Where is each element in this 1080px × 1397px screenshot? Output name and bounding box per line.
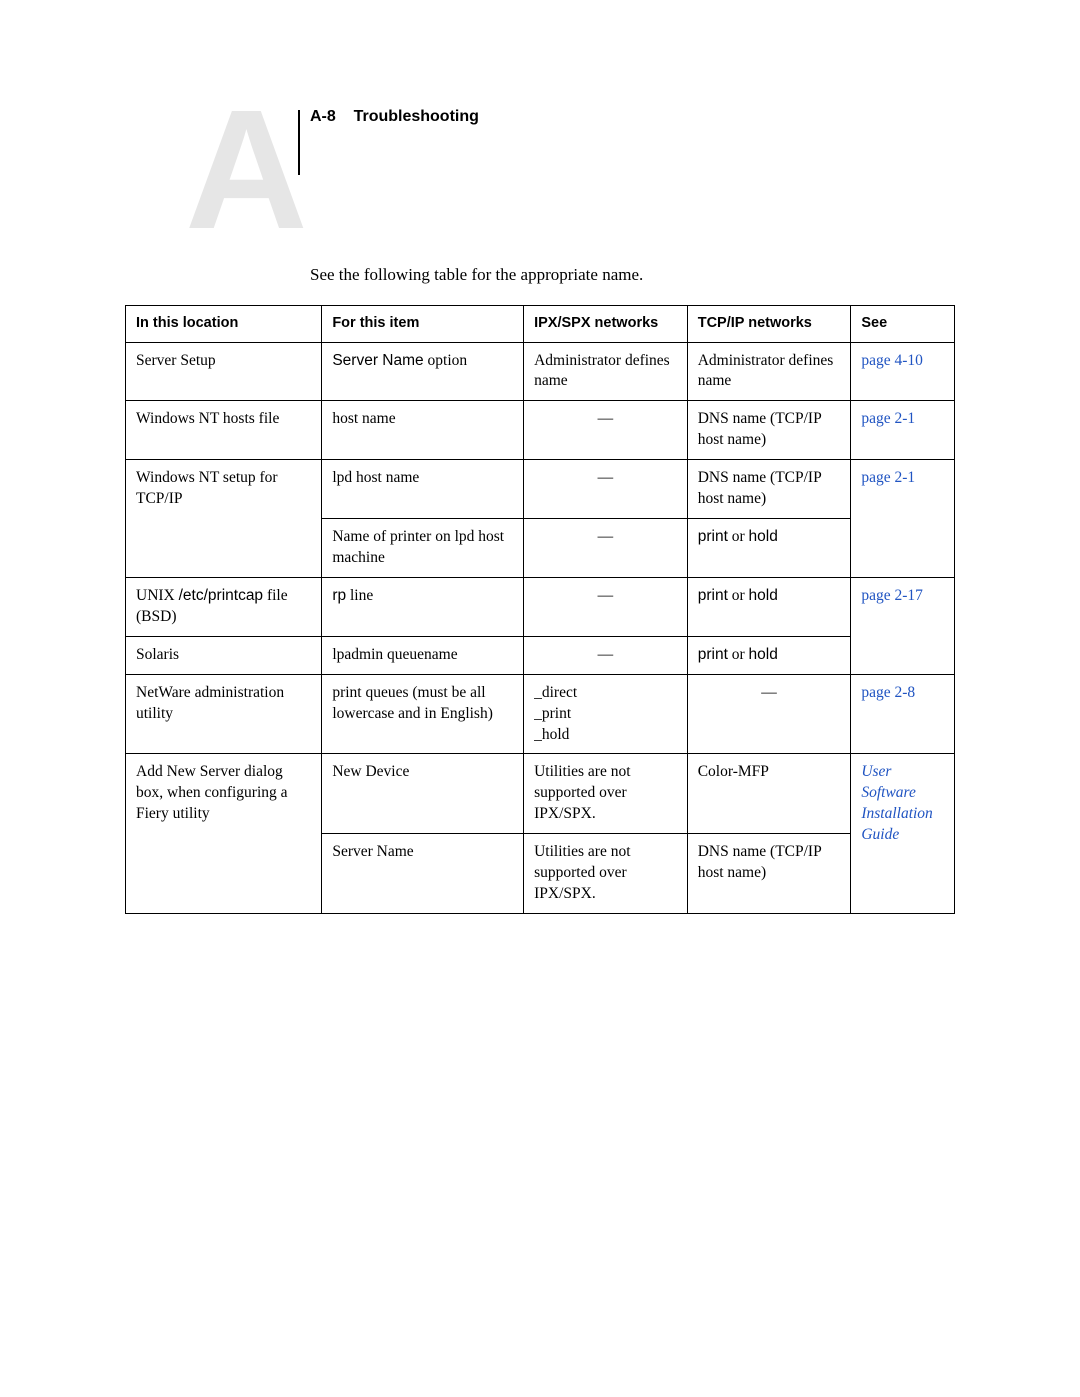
cell-item: New Device (322, 754, 524, 834)
cell-tcp: Administrator defines name (687, 342, 851, 401)
cell-item: Server Name option (322, 342, 524, 401)
guide-link[interactable]: User Software Installation Guide (861, 763, 932, 843)
page-link[interactable]: page 4-10 (861, 352, 923, 369)
page-link[interactable]: page 2-8 (861, 684, 915, 701)
cell-ipx: — (524, 577, 688, 636)
appendix-letter: A (185, 85, 308, 255)
intro-text: See the following table for the appropri… (310, 265, 643, 285)
cell-location: Server Setup (126, 342, 322, 401)
col-location: In this location (126, 306, 322, 343)
text: option (424, 352, 468, 369)
table-row: Solaris lpadmin queuename — print or hol… (126, 636, 955, 674)
cell-tcp: DNS name (TCP/IP host name) (687, 834, 851, 914)
table-row: Add New Server dialog box, when configur… (126, 754, 955, 834)
text: line (346, 587, 373, 604)
col-ipx: IPX/SPX networks (524, 306, 688, 343)
col-see: See (851, 306, 955, 343)
cell-location: Add New Server dialog box, when configur… (126, 754, 322, 914)
cell-ipx: — (524, 401, 688, 460)
running-header: A-8 Troubleshooting (300, 108, 479, 126)
cell-location: UNIX /etc/printcap file (BSD) (126, 577, 322, 636)
col-tcp: TCP/IP networks (687, 306, 851, 343)
cell-see: User Software Installation Guide (851, 754, 955, 914)
cell-tcp: print or hold (687, 636, 851, 674)
term: rp (332, 587, 346, 604)
table-row: NetWare administration utility print que… (126, 674, 955, 754)
term: hold (749, 646, 778, 663)
page: A A-8 Troubleshooting See the following … (0, 0, 1080, 1397)
page-number: A-8 (310, 108, 336, 125)
table-header-row: In this location For this item IPX/SPX n… (126, 306, 955, 343)
page-link[interactable]: page 2-1 (861, 469, 915, 486)
cell-see: page 2-1 (851, 460, 955, 578)
cell-location: Solaris (126, 636, 322, 674)
cell-see: page 2-17 (851, 577, 955, 674)
cell-ipx: — (524, 460, 688, 519)
cell-item: print queues (must be all lowercase and … (322, 674, 524, 754)
cell-see: page 2-1 (851, 401, 955, 460)
term: print (698, 587, 728, 604)
cell-ipx: Utilities are not supported over IPX/SPX… (524, 754, 688, 834)
cell-item: rp line (322, 577, 524, 636)
cell-ipx: — (524, 636, 688, 674)
cell-see: page 4-10 (851, 342, 955, 401)
cell-tcp: — (687, 674, 851, 754)
cell-item: host name (322, 401, 524, 460)
term: hold (749, 587, 778, 604)
text: or (728, 528, 749, 545)
cell-item: Server Name (322, 834, 524, 914)
page-link[interactable]: page 2-1 (861, 410, 915, 427)
cell-ipx: Utilities are not supported over IPX/SPX… (524, 834, 688, 914)
text: UNIX (136, 587, 179, 604)
cell-location: Windows NT hosts file (126, 401, 322, 460)
text: or (728, 587, 749, 604)
header-sep (340, 108, 349, 125)
cell-ipx: _direct _print _hold (524, 674, 688, 754)
cell-location: NetWare administration utility (126, 674, 322, 754)
table-row: Windows NT hosts file host name — DNS na… (126, 401, 955, 460)
col-item: For this item (322, 306, 524, 343)
term: hold (749, 528, 778, 545)
table-row: Windows NT setup for TCP/IP lpd host nam… (126, 460, 955, 519)
section-title: Troubleshooting (354, 108, 479, 125)
cell-ipx: — (524, 519, 688, 578)
cell-ipx: Administrator defines name (524, 342, 688, 401)
table-row: UNIX /etc/printcap file (BSD) rp line — … (126, 577, 955, 636)
reference-table-wrap: In this location For this item IPX/SPX n… (125, 305, 955, 914)
term: /etc/printcap (179, 587, 263, 604)
cell-item: lpd host name (322, 460, 524, 519)
page-link[interactable]: page 2-17 (861, 587, 923, 604)
cell-tcp: DNS name (TCP/IP host name) (687, 401, 851, 460)
term: print (698, 646, 728, 663)
reference-table: In this location For this item IPX/SPX n… (125, 305, 955, 914)
cell-item: lpadmin queuename (322, 636, 524, 674)
cell-tcp: Color-MFP (687, 754, 851, 834)
cell-tcp: print or hold (687, 577, 851, 636)
term: Server Name (332, 352, 423, 369)
text: or (728, 646, 749, 663)
cell-tcp: DNS name (TCP/IP host name) (687, 460, 851, 519)
cell-location: Windows NT setup for TCP/IP (126, 460, 322, 578)
cell-item: Name of printer on lpd host machine (322, 519, 524, 578)
cell-tcp: print or hold (687, 519, 851, 578)
term: print (698, 528, 728, 545)
cell-see: page 2-8 (851, 674, 955, 754)
table-row: Server Setup Server Name option Administ… (126, 342, 955, 401)
